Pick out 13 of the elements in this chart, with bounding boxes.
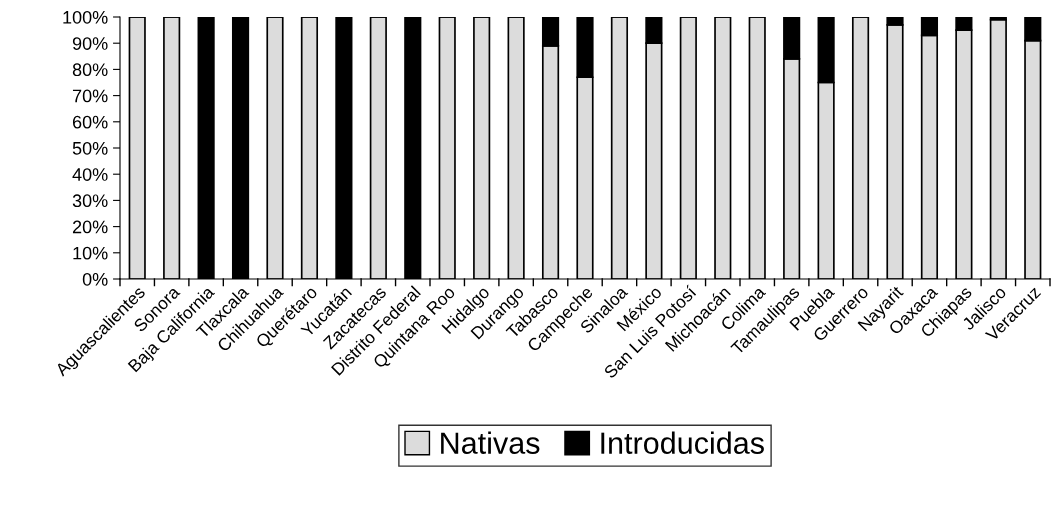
y-tick-label: 70% xyxy=(72,89,108,103)
y-tick-label: 20% xyxy=(72,220,108,234)
y-tick-label: 40% xyxy=(72,168,108,181)
y-tick-label: 30% xyxy=(72,194,108,208)
y-tick-label: 90% xyxy=(72,37,108,50)
y-tick-label: 0% xyxy=(82,272,108,286)
y-tick-label: 10% xyxy=(73,246,108,260)
legend-label: Introducidas xyxy=(601,431,764,454)
y-tick-label: 50% xyxy=(72,141,108,155)
y-tick-label: 60% xyxy=(72,115,108,129)
y-tick-label: 100% xyxy=(63,10,108,24)
legend-label: Nativas xyxy=(441,431,540,454)
y-tick-label: 80% xyxy=(72,63,108,77)
